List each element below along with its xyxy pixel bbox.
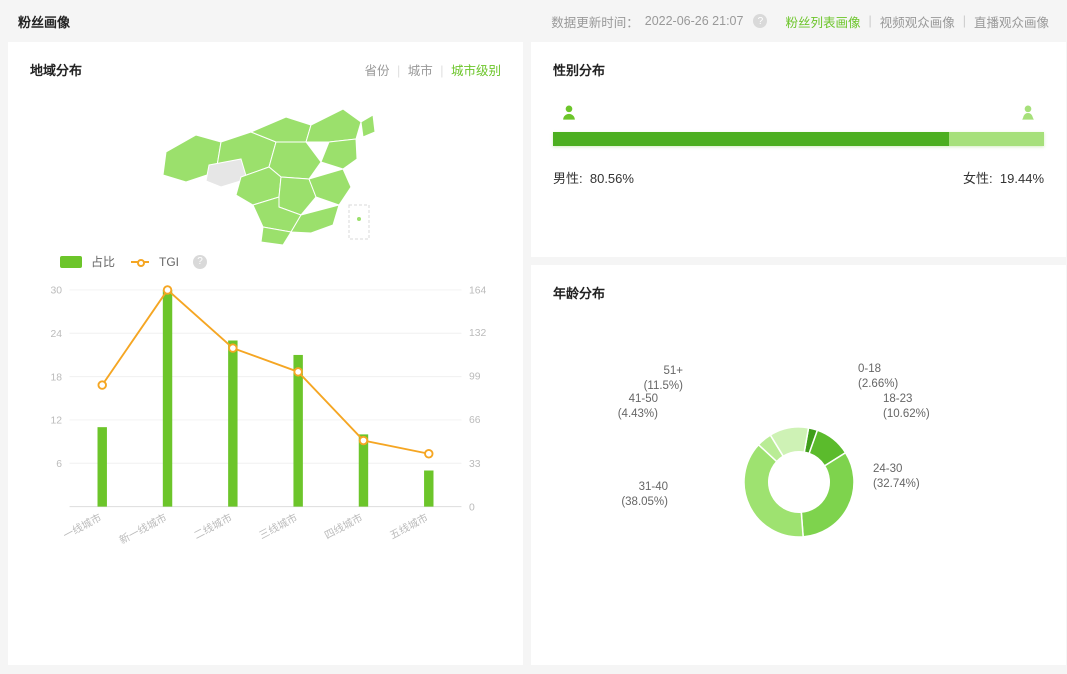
tgi-line <box>102 290 429 454</box>
bar <box>424 470 433 506</box>
separator: | <box>963 14 966 28</box>
age-donut: 0-18(2.66%)18-23(10.62%) 24-30(32.74%) 31-… <box>553 312 1044 652</box>
region-tab-province[interactable]: 省份 <box>365 64 390 78</box>
x-label: 新一线城市 <box>117 511 169 547</box>
gender-card: 性别分布 男性: 80.56% <box>531 42 1066 257</box>
separator: | <box>440 64 443 78</box>
female-label: 女性: 19.44% <box>963 168 1044 187</box>
age-label: 24-30(32.74%) <box>873 462 920 492</box>
tgi-point <box>425 450 433 458</box>
age-label: 51+(11.5%) <box>644 364 683 394</box>
svg-text:0: 0 <box>469 502 475 513</box>
x-label: 三线城市 <box>257 511 300 542</box>
separator: | <box>868 14 871 28</box>
legend-line-swatch <box>131 261 149 263</box>
help-icon[interactable]: ? <box>193 255 207 269</box>
x-label: 四线城市 <box>322 511 365 542</box>
region-tabs: 省份 | 城市 | 城市级别 <box>365 60 501 79</box>
region-header: 地域分布 省份 | 城市 | 城市级别 <box>30 60 501 79</box>
region-tab-city[interactable]: 城市 <box>408 64 433 78</box>
tgi-point <box>294 368 302 376</box>
region-card: 地域分布 省份 | 城市 | 城市级别 <box>8 42 523 665</box>
tgi-point <box>164 286 172 294</box>
city-tier-chart: 6 12 18 24 30 0 33 66 99 132 164 一线城市新一线城市二线城市三线城市四… <box>30 274 501 564</box>
male-icon <box>559 103 579 126</box>
bar <box>228 341 237 507</box>
page-title: 粉丝画像 <box>18 12 70 31</box>
update-label: 数据更新时间： <box>551 12 639 31</box>
female-pct: 19.44% <box>1000 171 1044 186</box>
region-title: 地域分布 <box>30 60 82 79</box>
legend-bar-swatch <box>60 256 82 268</box>
donut-slice <box>801 453 854 537</box>
x-label: 二线城市 <box>192 511 235 542</box>
city-chart-svg: 6 12 18 24 30 0 33 66 99 132 164 一线城市新一线城市二线城市三线城市四… <box>30 274 501 564</box>
male-label-text: 男性: <box>553 171 583 186</box>
age-card: 年龄分布 0-18(2.66%)18-23(10.62%) 24-30(32.74… <box>531 265 1066 665</box>
svg-text:132: 132 <box>469 328 487 339</box>
gender-title: 性别分布 <box>553 60 1044 79</box>
update-time: 2022-06-26 21:07 <box>645 14 744 28</box>
page-header: 粉丝画像 数据更新时间： 2022-06-26 21:07 ? 粉丝列表画像 |… <box>0 0 1067 42</box>
header-tab-video[interactable]: 视频观众画像 <box>880 12 955 31</box>
gender-icons <box>553 103 1044 126</box>
gender-labels: 男性: 80.56% 女性: 19.44% <box>553 168 1044 187</box>
tgi-point <box>360 437 368 445</box>
content-grid: 性别分布 男性: 80.56% <box>0 42 1067 674</box>
gender-bar <box>553 132 1044 146</box>
bar <box>163 290 172 507</box>
svg-text:164: 164 <box>469 286 487 297</box>
header-right: 数据更新时间： 2022-06-26 21:07 ? 粉丝列表画像 | 视频观众… <box>551 12 1049 31</box>
bar <box>98 427 107 506</box>
svg-text:12: 12 <box>50 416 62 427</box>
tgi-point <box>98 381 106 389</box>
bar <box>293 355 302 507</box>
page: 粉丝画像 数据更新时间： 2022-06-26 21:07 ? 粉丝列表画像 |… <box>0 0 1067 674</box>
male-pct: 80.56% <box>590 171 634 186</box>
legend-bar-label: 占比 <box>91 253 115 270</box>
age-title: 年龄分布 <box>553 283 1044 302</box>
male-label: 男性: 80.56% <box>553 168 634 187</box>
age-label: 0-18(2.66%) <box>858 362 898 392</box>
svg-text:33: 33 <box>469 459 481 470</box>
help-icon[interactable]: ? <box>753 14 767 28</box>
header-tab-fans[interactable]: 粉丝列表画像 <box>785 12 860 31</box>
svg-text:18: 18 <box>50 372 62 383</box>
svg-text:30: 30 <box>50 286 62 297</box>
separator: | <box>397 64 400 78</box>
svg-text:99: 99 <box>469 372 481 383</box>
svg-text:24: 24 <box>50 329 62 340</box>
svg-text:6: 6 <box>56 459 62 470</box>
age-label: 41-50(4.43%) <box>618 392 658 422</box>
header-tab-live[interactable]: 直播观众画像 <box>974 12 1049 31</box>
female-icon <box>1018 103 1038 126</box>
age-label: 18-23(10.62%) <box>883 392 930 422</box>
x-label: 一线城市 <box>61 511 104 542</box>
gender-bar-male <box>553 132 949 146</box>
chart-legend: 占比 TGI ? <box>60 253 501 270</box>
legend-line-label: TGI <box>159 255 179 269</box>
x-label: 五线城市 <box>387 511 430 542</box>
female-label-text: 女性: <box>963 171 993 186</box>
china-map <box>30 87 501 247</box>
tgi-point <box>229 344 237 352</box>
svg-text:66: 66 <box>469 415 481 426</box>
gender-bar-female <box>949 132 1044 146</box>
region-tab-tier[interactable]: 城市级别 <box>451 64 501 78</box>
age-label: 31-40(38.05%) <box>621 480 668 510</box>
donut-svg <box>724 407 874 557</box>
